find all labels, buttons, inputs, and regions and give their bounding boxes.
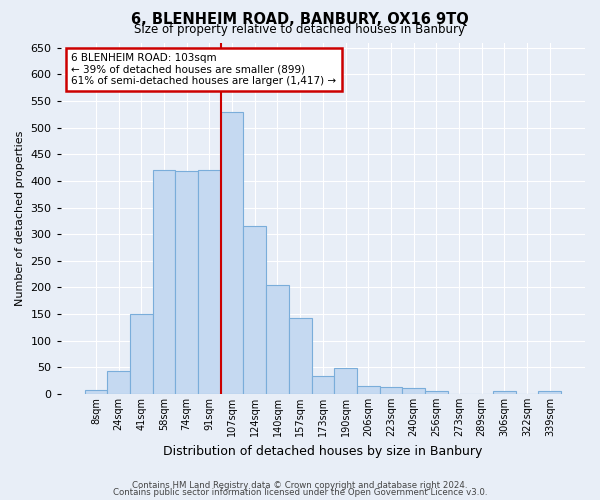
X-axis label: Distribution of detached houses by size in Banbury: Distribution of detached houses by size … [163,444,482,458]
Bar [107,370,130,394]
Bar [244,226,266,394]
Text: Contains HM Land Registry data © Crown copyright and database right 2024.: Contains HM Land Registry data © Crown c… [132,480,468,490]
Bar [334,368,357,394]
Bar [152,170,175,394]
Y-axis label: Number of detached properties: Number of detached properties [15,130,25,306]
Text: 6, BLENHEIM ROAD, BANBURY, OX16 9TQ: 6, BLENHEIM ROAD, BANBURY, OX16 9TQ [131,12,469,28]
Bar [198,170,221,394]
Bar [130,314,152,394]
Bar [380,387,402,394]
Bar [538,391,561,394]
Bar [425,391,448,394]
Bar [357,386,380,394]
Bar [85,390,107,394]
Text: 6 BLENHEIM ROAD: 103sqm
← 39% of detached houses are smaller (899)
61% of semi-d: 6 BLENHEIM ROAD: 103sqm ← 39% of detache… [71,53,337,86]
Bar [221,112,244,394]
Bar [402,388,425,394]
Bar [311,376,334,394]
Text: Size of property relative to detached houses in Banbury: Size of property relative to detached ho… [134,22,466,36]
Text: Contains public sector information licensed under the Open Government Licence v3: Contains public sector information licen… [113,488,487,497]
Bar [175,172,198,394]
Bar [289,318,311,394]
Bar [493,392,516,394]
Bar [266,285,289,394]
